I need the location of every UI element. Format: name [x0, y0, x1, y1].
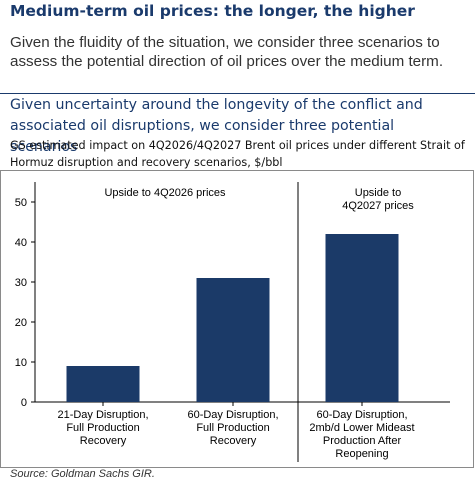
bar	[325, 234, 399, 402]
y-tick-label: 10	[15, 357, 27, 369]
y-tick-label: 50	[15, 197, 27, 209]
annotations: Upside to 4Q2026 prices Upside to 4Q2027 p…	[104, 187, 414, 212]
x-tick-label: 21-Day Disruption, Full Production Recover…	[57, 409, 148, 447]
y-tick-label: 40	[15, 237, 27, 249]
y-tick-label: 20	[15, 317, 27, 329]
bars	[66, 234, 399, 402]
annotation-label: Upside to 4Q2027 prices	[342, 187, 414, 212]
y-tick-label: 30	[15, 277, 27, 289]
chart-border	[0, 170, 474, 468]
y-tick-label: 0	[21, 397, 27, 409]
y-axis: 0 10 20 30 40 50	[15, 197, 35, 409]
bar	[196, 278, 270, 402]
intro-text: Given the fluidity of the situation, we …	[10, 34, 444, 70]
x-axis-labels: 21-Day Disruption, Full Production Recover…	[57, 402, 415, 460]
x-tick-label: 60-Day Disruption, 2mb/d Lower Mideast Pro…	[309, 409, 414, 460]
bar-chart: 0 10 20 30 40 50 21-Day Disruption, Full Produ…	[0, 170, 474, 468]
annotation-label: Upside to 4Q2026 prices	[104, 187, 226, 199]
chart-title: Given uncertainty around the longevity o…	[10, 97, 423, 155]
section-divider	[0, 93, 475, 94]
page-headline: Medium-term oil prices: the longer, the …	[10, 2, 415, 20]
chart-subtitle: GS estimated impact on 4Q2026/4Q2027 Bre…	[10, 139, 465, 169]
source-note: Source: Goldman Sachs GIR.	[10, 468, 155, 480]
x-tick-label: 60-Day Disruption, Full Production Recover…	[187, 409, 278, 447]
bar	[66, 366, 140, 402]
